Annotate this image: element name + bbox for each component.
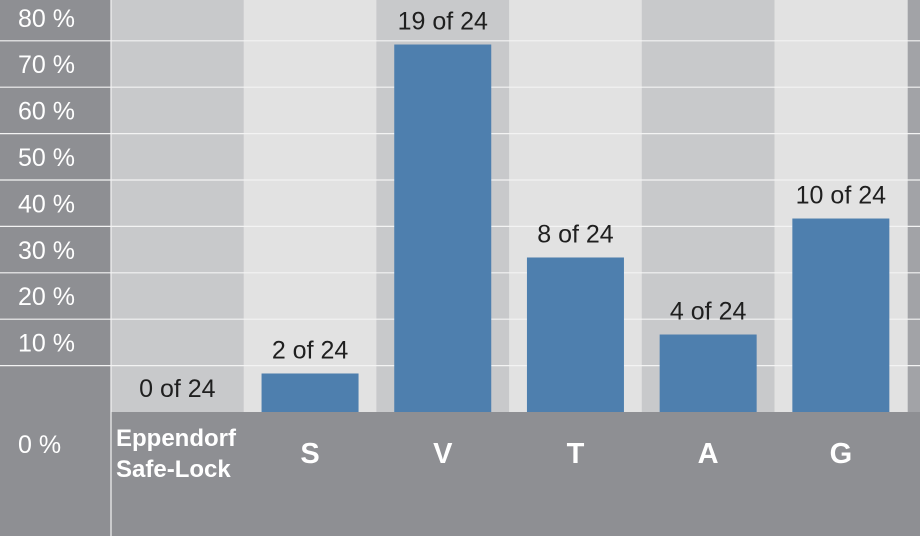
data-label: 0 of 24 bbox=[139, 375, 216, 403]
y-tick-label: 10 % bbox=[18, 330, 75, 358]
y-tick-label: 40 % bbox=[18, 190, 75, 218]
bar bbox=[394, 44, 492, 413]
category-label: G bbox=[830, 438, 853, 470]
y-axis-panel bbox=[0, 0, 111, 536]
y-tick-label: 0 % bbox=[18, 431, 61, 459]
y-tick-label: 20 % bbox=[18, 283, 75, 311]
y-tick-label: 70 % bbox=[18, 51, 75, 79]
data-label: 19 of 24 bbox=[398, 8, 488, 36]
y-tick-label: 30 % bbox=[18, 237, 75, 265]
category-label: Safe-Lock bbox=[116, 456, 231, 483]
category-label: T bbox=[567, 438, 585, 470]
category-label: V bbox=[433, 438, 453, 470]
bar bbox=[792, 218, 890, 412]
category-label: Eppendorf bbox=[116, 425, 237, 452]
column-background bbox=[243, 0, 377, 412]
column-background bbox=[111, 0, 245, 412]
bar bbox=[261, 373, 359, 412]
category-band bbox=[111, 412, 920, 536]
y-tick-label: 60 % bbox=[18, 98, 75, 126]
category-label: A bbox=[698, 438, 719, 470]
data-label: 4 of 24 bbox=[670, 298, 747, 326]
y-tick-label: 50 % bbox=[18, 144, 75, 172]
category-label: S bbox=[300, 438, 319, 470]
data-label: 2 of 24 bbox=[272, 336, 349, 364]
bar bbox=[526, 257, 624, 412]
y-tick-label: 80 % bbox=[18, 5, 75, 33]
data-label: 8 of 24 bbox=[537, 220, 614, 248]
data-label: 10 of 24 bbox=[796, 182, 886, 210]
bar bbox=[659, 334, 757, 412]
